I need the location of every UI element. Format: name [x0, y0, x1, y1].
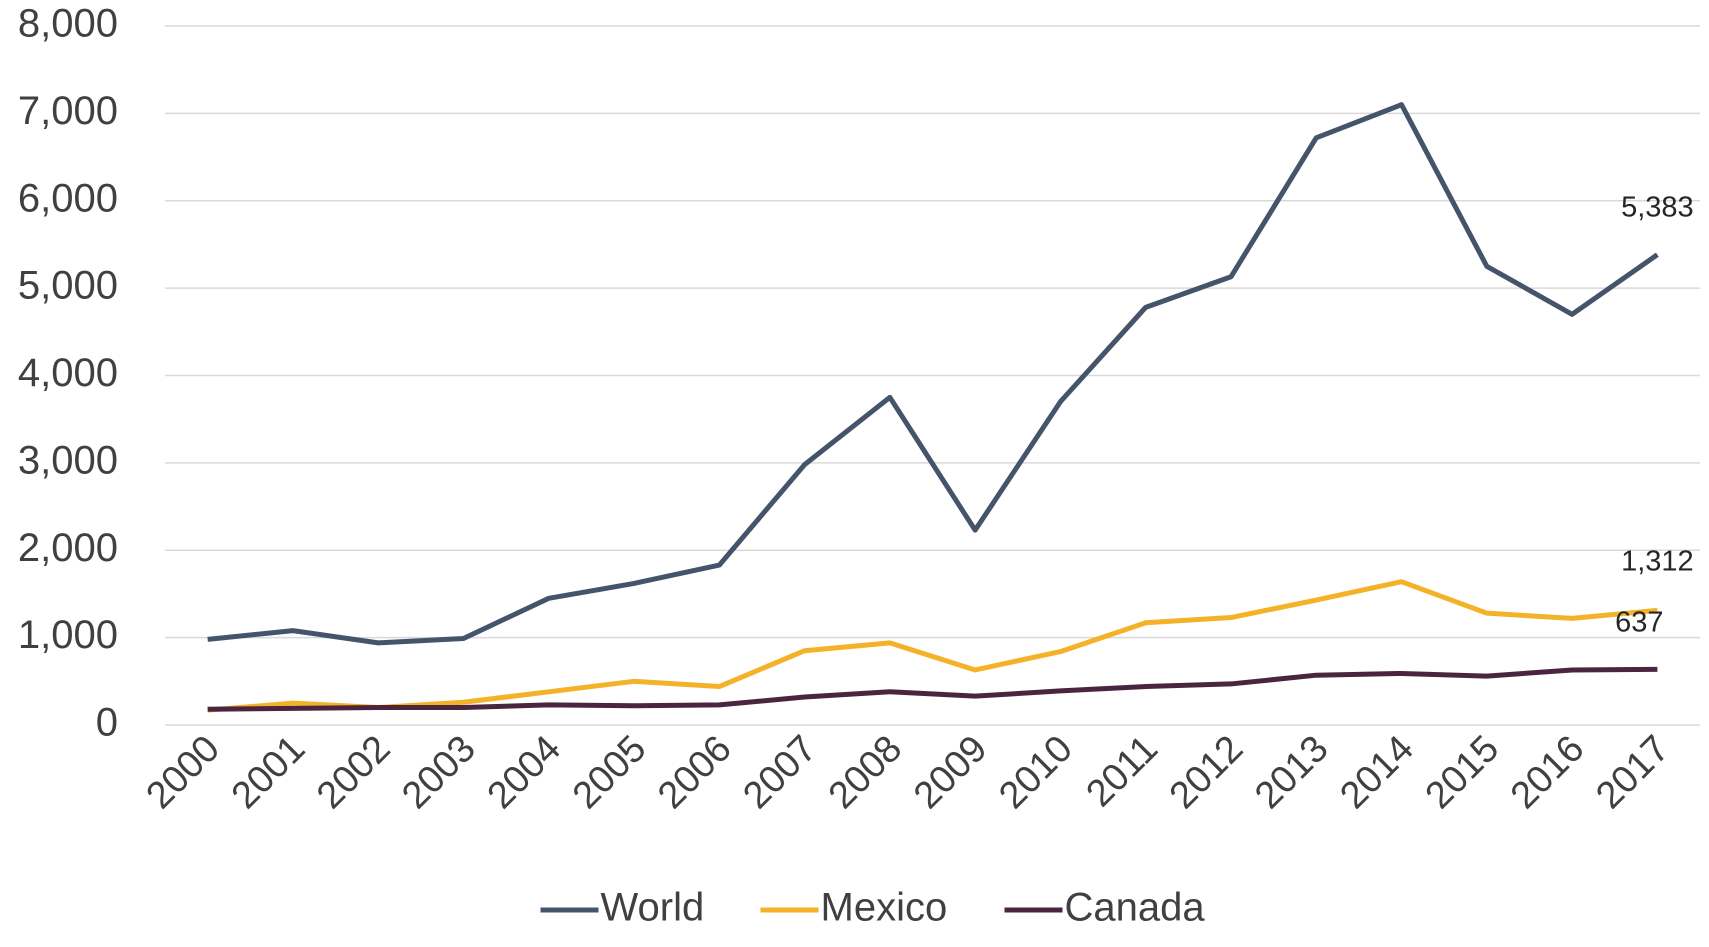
x-tick-label: 2009: [906, 728, 995, 817]
x-tick-label: 2014: [1332, 728, 1421, 817]
x-tick-label: 2002: [309, 728, 398, 817]
y-tick-label: 7,000: [18, 89, 118, 133]
x-tick-label: 2010: [991, 728, 1080, 817]
line-series: [207, 579, 1658, 713]
x-tick-label: 2000: [139, 728, 228, 817]
y-tick-label: 4,000: [18, 351, 118, 395]
x-tick-label: 2016: [1503, 728, 1592, 817]
x-tick-label: 2017: [1588, 728, 1677, 817]
y-tick-label: 6,000: [18, 176, 118, 220]
x-tick-label: 2015: [1418, 728, 1507, 817]
line-series: [207, 102, 1659, 646]
legend-label: Canada: [1065, 886, 1206, 930]
x-tick-label: 2004: [480, 728, 569, 817]
y-tick-label: 1,000: [18, 613, 118, 657]
x-tick-label: 2013: [1247, 728, 1336, 817]
y-tick-label: 3,000: [18, 438, 118, 482]
data-label: 1,312: [1621, 545, 1694, 577]
x-tick-label: 2007: [735, 728, 824, 817]
x-tick-label: 2012: [1162, 728, 1251, 817]
x-tick-label: 2003: [394, 728, 483, 817]
x-tick-label: 2005: [565, 728, 654, 817]
legend-label: World: [601, 886, 705, 930]
y-tick-label: 0: [96, 701, 118, 745]
x-tick-label: 2006: [650, 728, 739, 817]
legend-label: Mexico: [821, 886, 948, 930]
x-tick-label: 2008: [821, 728, 910, 817]
data-label: 5,383: [1621, 192, 1694, 224]
line-series: [207, 666, 1658, 712]
data-label: 637: [1615, 606, 1663, 638]
y-tick-label: 8,000: [18, 2, 118, 46]
y-tick-label: 2,000: [18, 526, 118, 570]
x-tick-label: 2011: [1079, 728, 1166, 815]
x-tick-label: 2001: [224, 728, 313, 817]
y-tick-label: 5,000: [18, 264, 118, 308]
